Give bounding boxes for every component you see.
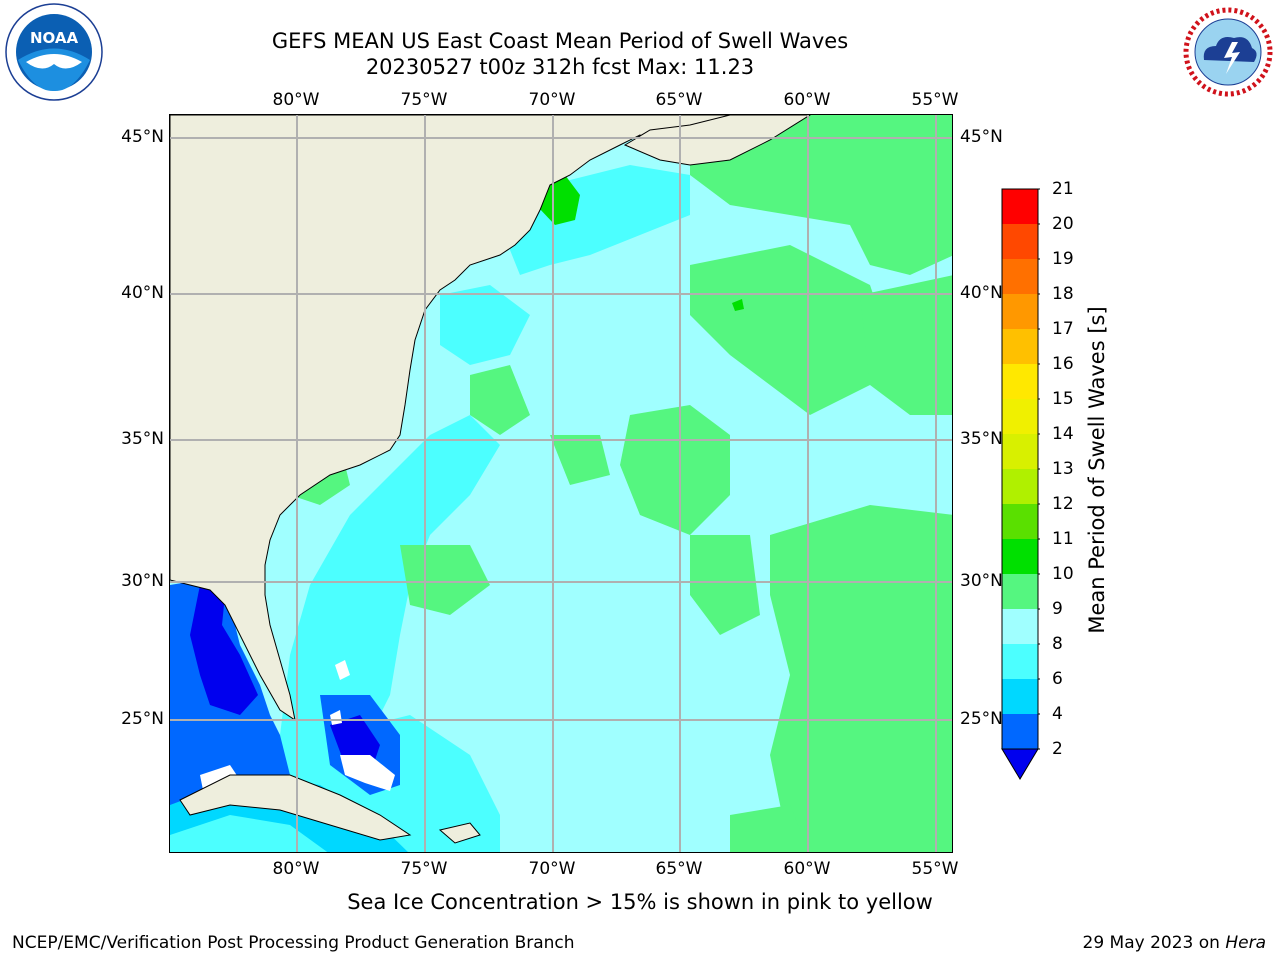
noaa-logo-text: NOAA (30, 29, 79, 47)
period-9-10-region-small-4 (730, 805, 810, 852)
colorbar-label-21: 21 (1052, 179, 1074, 199)
nws-logo (1182, 6, 1274, 98)
period-9-10-region-small-1 (470, 365, 530, 435)
colorbar-label-18: 18 (1052, 284, 1074, 304)
colorbar-band-9-10 (1002, 574, 1038, 609)
footer-credit: NCEP/EMC/Verification Post Processing Pr… (12, 933, 575, 953)
colorbar-band-2-4 (1002, 714, 1038, 749)
colorbar-label-20: 20 (1052, 214, 1074, 234)
no-data-region-2 (340, 755, 395, 791)
colorbar-band-10-11 (1002, 539, 1038, 574)
lat-label-left-25n: 25°N (121, 709, 164, 729)
chart-title: GEFS MEAN US East Coast Mean Period of S… (271, 29, 849, 53)
footer-host: Hera (1225, 933, 1266, 953)
noaa-logo: NOAA (5, 3, 103, 101)
lon-label-bottom-60w: 60°W (783, 859, 831, 879)
colorbar-band-16-17 (1002, 329, 1038, 364)
period-6-8-region-caribbean (170, 815, 328, 852)
period-9-10-region-central-north (690, 245, 890, 415)
lat-label-right-25n: 25°N (960, 709, 1003, 729)
lat-label-left-35n: 35°N (121, 429, 164, 449)
colorbar-label-17: 17 (1052, 319, 1074, 339)
map-panel (169, 114, 953, 853)
lon-label-top-65w: 65°W (655, 90, 703, 110)
lon-label-top-80w: 80°W (272, 90, 320, 110)
colorbar-title: Mean Period of Swell Waves [s] (1085, 306, 1109, 634)
lat-label-right-40n: 40°N (960, 283, 1003, 303)
lat-label-left-30n: 30°N (121, 571, 164, 591)
colorbar-label-4: 4 (1052, 704, 1063, 724)
north-america-landmass (170, 115, 811, 722)
colorbar-band-14-15 (1002, 399, 1038, 434)
colorbar-label-10: 10 (1052, 564, 1074, 584)
lon-label-top-75w: 75°W (400, 90, 448, 110)
cuba-landmass (179, 774, 412, 841)
no-data-region-4 (330, 710, 342, 725)
sea-ice-caption: Sea Ice Concentration > 15% is shown in … (347, 890, 933, 914)
colorbar-label-9: 9 (1052, 599, 1063, 619)
colorbar-band-19-20 (1002, 224, 1038, 259)
colorbar-label-2: 2 (1052, 739, 1063, 759)
colorbar-band-15-16 (1002, 364, 1038, 399)
lon-label-top-60w: 60°W (783, 90, 831, 110)
period-9-10-region-southeast (770, 505, 952, 852)
colorbar-band-11-12 (1002, 504, 1038, 539)
lat-label-right-45n: 45°N (960, 127, 1003, 147)
colorbar (1001, 188, 1040, 780)
lon-label-bottom-75w: 75°W (400, 859, 448, 879)
colorbar-band-17-18 (1002, 294, 1038, 329)
period-10-11-region-small (732, 299, 744, 311)
colorbar-label-19: 19 (1052, 249, 1074, 269)
lon-label-top-70w: 70°W (528, 90, 576, 110)
period-9-10-region-east (860, 275, 952, 415)
colorbar-label-11: 11 (1052, 529, 1074, 549)
colorbar-label-6: 6 (1052, 669, 1063, 689)
lon-label-top-55w: 55°W (911, 90, 959, 110)
hispaniola-landmass (438, 822, 481, 844)
colorbar-label-8: 8 (1052, 634, 1063, 654)
footer-date: 29 May 2023 on Hera (1083, 933, 1267, 953)
period-9-10-region-ne (690, 115, 952, 275)
lon-label-bottom-70w: 70°W (528, 859, 576, 879)
lon-label-bottom-80w: 80°W (272, 859, 320, 879)
chart-subtitle: 20230527 t00z 312h fcst Max: 11.23 (365, 55, 755, 79)
period-9-10-region-west (400, 545, 490, 615)
period-9-10-region-small-2 (550, 435, 610, 485)
lat-label-right-30n: 30°N (960, 571, 1003, 591)
colorbar-label-16: 16 (1052, 354, 1074, 374)
no-data-region-1 (335, 660, 350, 680)
colorbar-label-13: 13 (1052, 459, 1074, 479)
period-9-10-region-central-south (690, 535, 760, 635)
colorbar-band-20-21 (1002, 189, 1038, 224)
colorbar-band-4-6 (1002, 679, 1038, 714)
colorbar-band-18-19 (1002, 259, 1038, 294)
lon-label-bottom-65w: 65°W (655, 859, 703, 879)
lat-label-left-40n: 40°N (121, 283, 164, 303)
colorbar-band-6-8 (1002, 644, 1038, 679)
colorbar-label-14: 14 (1052, 424, 1074, 444)
lon-label-bottom-55w: 55°W (911, 859, 959, 879)
period-9-10-region-central (620, 405, 730, 535)
colorbar-band-12-13 (1002, 469, 1038, 504)
colorbar-band-13-14 (1002, 434, 1038, 469)
colorbar-label-12: 12 (1052, 494, 1074, 514)
lat-label-left-45n: 45°N (121, 127, 164, 147)
colorbar-under-triangle (1001, 748, 1039, 780)
period-6-8-region-midatlantic (440, 285, 530, 365)
colorbar-label-15: 15 (1052, 389, 1074, 409)
footer-date-text: 29 May 2023 on (1082, 933, 1226, 953)
graticule (170, 115, 952, 852)
period-below-2-region-gulf-coast (190, 585, 258, 715)
lat-label-right-35n: 35°N (960, 429, 1003, 449)
colorbar-band-8-9 (1002, 609, 1038, 644)
nova-scotia-landmass (623, 115, 811, 166)
map-canvas (170, 115, 952, 852)
